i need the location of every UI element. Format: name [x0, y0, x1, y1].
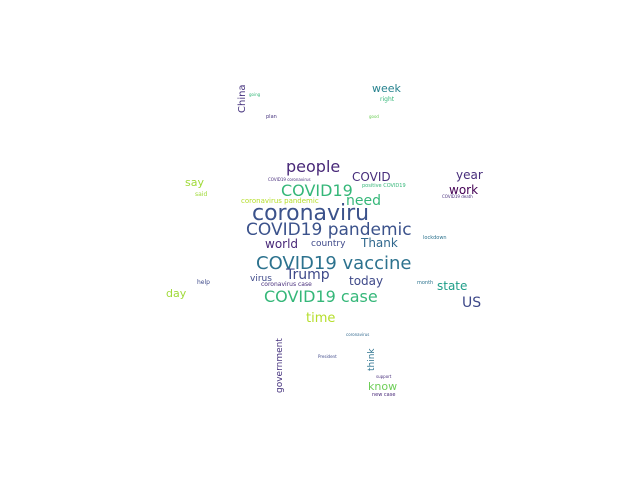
- cloud-word: coronavirus case: [261, 281, 312, 288]
- cloud-word: US: [462, 295, 482, 311]
- cloud-word: COVID19 vaccine: [256, 253, 412, 274]
- cloud-word: coronavirus: [346, 332, 370, 337]
- cloud-word: COVID19 coronavirus: [268, 177, 311, 182]
- cloud-word: Thank: [361, 236, 398, 250]
- cloud-word: country: [311, 239, 346, 249]
- cloud-word: right: [380, 96, 395, 103]
- cloud-word: coronavirus pandemic: [241, 197, 319, 205]
- cloud-word: COVID19 pandemic: [246, 220, 412, 240]
- cloud-word: China: [237, 84, 248, 113]
- cloud-word: going: [249, 92, 261, 97]
- cloud-word: say: [185, 176, 204, 189]
- cloud-word: state: [437, 279, 468, 293]
- cloud-word: plan: [266, 114, 277, 120]
- cloud-word: good: [369, 114, 379, 119]
- cloud-word: President: [318, 354, 337, 359]
- cloud-word: know: [368, 380, 398, 393]
- cloud-word: day: [166, 287, 187, 300]
- cloud-word: positive COVID19: [362, 183, 406, 189]
- cloud-word: month: [417, 280, 434, 286]
- cloud-word: week: [372, 82, 401, 95]
- cloud-word: support: [376, 374, 392, 379]
- cloud-word: year: [456, 168, 483, 182]
- cloud-word: said: [195, 191, 208, 198]
- cloud-word: work: [449, 183, 479, 197]
- cloud-word: lockdown: [423, 235, 447, 241]
- cloud-word: new case: [372, 392, 396, 398]
- cloud-word: world: [265, 237, 299, 251]
- cloud-word: government: [275, 338, 285, 393]
- cloud-word: COVID: [352, 170, 391, 184]
- cloud-word: need: [346, 193, 381, 209]
- cloud-word: COVID19 death: [442, 194, 473, 199]
- cloud-word: time: [306, 311, 336, 326]
- cloud-word: COVID19: [281, 181, 353, 200]
- cloud-word: virus: [250, 274, 272, 284]
- cloud-word: today: [349, 274, 384, 288]
- cloud-word: COVID19 case: [264, 287, 378, 306]
- cloud-word: coronaviru: [252, 201, 370, 226]
- cloud-word: Trump: [286, 267, 330, 283]
- cloud-word: think: [367, 348, 377, 371]
- cloud-word: people: [286, 157, 341, 176]
- cloud-word: help: [197, 279, 210, 286]
